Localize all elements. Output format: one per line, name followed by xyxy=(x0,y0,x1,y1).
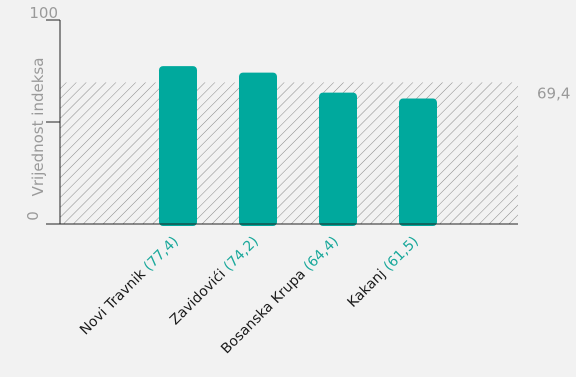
category-value: (64,4) xyxy=(301,234,342,275)
category-label: Kakanj (61,5) xyxy=(345,234,422,311)
y-tick-label: 100 xyxy=(29,4,58,22)
bar-novi-travnik xyxy=(159,66,197,226)
category-name: Novi Travnik xyxy=(77,263,152,338)
category-label: Novi Travnik (77,4) xyxy=(77,234,182,339)
category-value: (61,5) xyxy=(381,234,422,275)
reference-hatched-area xyxy=(60,82,518,224)
bar-bosanska-krupa xyxy=(319,92,357,227)
y-axis-label: Vrijednost indeksa xyxy=(29,58,47,197)
bar-zavidovići xyxy=(239,72,277,226)
category-name: Zavidovići xyxy=(167,263,232,328)
category-value: (77,4) xyxy=(141,234,182,275)
reference-line-label: 69,4 xyxy=(537,84,570,102)
bar-kakanj xyxy=(399,98,437,226)
category-name: Bosanska Krupa xyxy=(218,263,312,357)
category-label: Zavidovići (74,2) xyxy=(167,234,262,329)
category-value: (74,2) xyxy=(221,234,262,275)
category-name: Kakanj xyxy=(345,263,392,310)
y-tick-label: 0 xyxy=(24,211,42,221)
